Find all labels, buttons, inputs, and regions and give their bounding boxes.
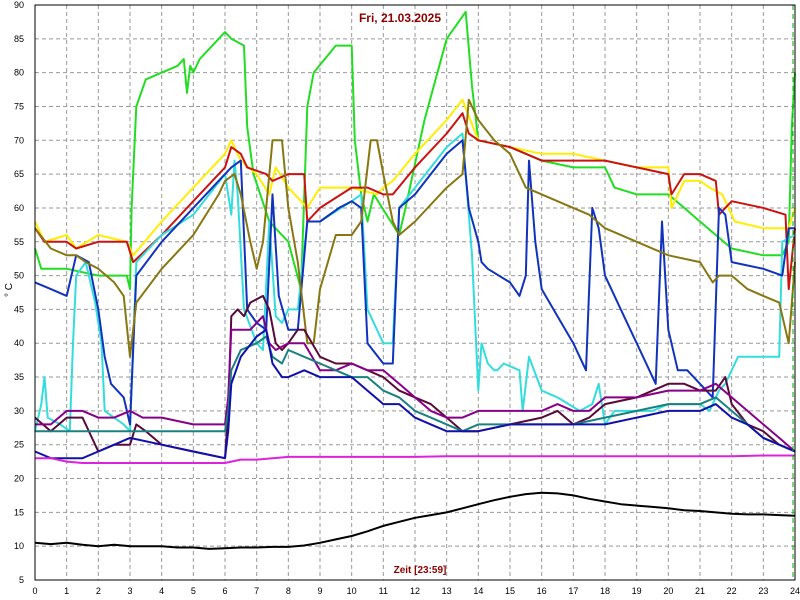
series-line-4: [34, 139, 795, 426]
x-tick-label-7: 7: [254, 586, 259, 596]
x-tick-label-6: 6: [222, 586, 227, 596]
x-axis-label: Zeit [23:59]: [394, 565, 447, 576]
x-tick-label-24: 24: [790, 586, 800, 596]
x-tick-label-0: 0: [32, 586, 37, 596]
x-tick-label-1: 1: [64, 586, 69, 596]
y-tick-label-8: 45: [14, 304, 24, 314]
x-tick-label-16: 16: [537, 586, 547, 596]
y-tick-label-2: 15: [14, 507, 24, 517]
y-tick-label-3: 20: [14, 474, 24, 484]
x-tick-label-5: 5: [191, 586, 196, 596]
x-tick-label-22: 22: [727, 586, 737, 596]
x-tick-label-8: 8: [286, 586, 291, 596]
x-tick-label-21: 21: [695, 586, 705, 596]
y-tick-label-11: 60: [14, 203, 24, 213]
x-tick-label-15: 15: [505, 586, 515, 596]
series-line-6: [34, 294, 796, 460]
y-tick-label-9: 50: [14, 271, 24, 281]
y-tick-label-14: 75: [14, 101, 24, 111]
y-tick-label-0: 5: [19, 575, 24, 585]
x-tick-label-9: 9: [317, 586, 322, 596]
y-tick-labels: 5 10 15 20 25 30 35 40 45 50 55 60 65 70 75 80 85 90: [14, 0, 24, 585]
y-tick-label-1: 10: [14, 541, 24, 551]
series-line-10: [35, 454, 795, 464]
x-tick-label-2: 2: [96, 586, 101, 596]
y-tick-label-12: 65: [14, 169, 24, 179]
x-tick-label-18: 18: [600, 586, 610, 596]
plot-frame: [34, 4, 796, 581]
series-group: [34, 10, 796, 550]
y-tick-label-16: 85: [14, 34, 24, 44]
y-tick-label-15: 80: [14, 68, 24, 78]
x-tick-label-17: 17: [568, 586, 578, 596]
x-tick-label-3: 3: [127, 586, 132, 596]
chart-title: Fri, 21.03.2025: [359, 11, 441, 25]
series-line-7: [35, 315, 796, 453]
y-tick-label-5: 30: [14, 406, 24, 416]
x-tick-label-20: 20: [663, 586, 673, 596]
series-line-9: [34, 328, 796, 460]
series-line-11: [34, 491, 796, 550]
y-tick-label-4: 25: [14, 440, 24, 450]
x-tick-label-10: 10: [347, 586, 357, 596]
x-tick-label-14: 14: [473, 586, 483, 596]
y-axis-label: ° C: [4, 283, 15, 297]
series-line-0: [34, 10, 796, 291]
x-tick-label-19: 19: [632, 586, 642, 596]
x-tick-label-11: 11: [379, 586, 388, 596]
y-tick-label-13: 70: [14, 135, 24, 145]
x-tick-label-13: 13: [442, 586, 452, 596]
series-line-1: [34, 98, 796, 257]
x-tick-label-12: 12: [410, 586, 420, 596]
y-tick-label-6: 35: [14, 372, 24, 382]
y-tick-label-10: 55: [14, 237, 24, 247]
series-line-5: [34, 98, 796, 358]
x-tick-labels: 0 1 2 3 4 5 6 7 8 9 10 11 12 13 14 15 16 17 18 19 20 21 22 23 24: [32, 586, 800, 596]
y-tick-label-17: 90: [14, 0, 24, 10]
x-tick-label-4: 4: [159, 586, 164, 596]
y-tick-label-7: 40: [14, 338, 24, 348]
x-tick-label-23: 23: [758, 586, 768, 596]
